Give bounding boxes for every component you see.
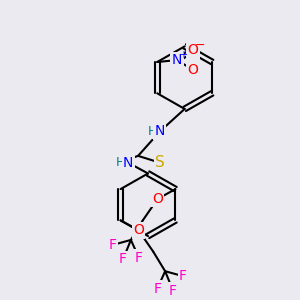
Text: F: F [109, 238, 117, 252]
Text: F: F [179, 269, 187, 283]
Text: F: F [119, 253, 127, 266]
Text: O: O [188, 63, 198, 77]
Text: O: O [188, 43, 198, 57]
Text: O: O [152, 192, 163, 206]
Text: H: H [116, 156, 125, 169]
Text: N: N [123, 156, 134, 170]
Text: +: + [179, 50, 187, 60]
Text: O: O [133, 223, 144, 237]
Text: S: S [155, 155, 165, 170]
Text: F: F [153, 282, 161, 296]
Text: F: F [135, 250, 143, 265]
Text: N: N [172, 53, 182, 67]
Text: H: H [147, 125, 157, 138]
Text: −: − [195, 39, 205, 52]
Text: N: N [155, 124, 165, 138]
Text: F: F [169, 284, 177, 298]
